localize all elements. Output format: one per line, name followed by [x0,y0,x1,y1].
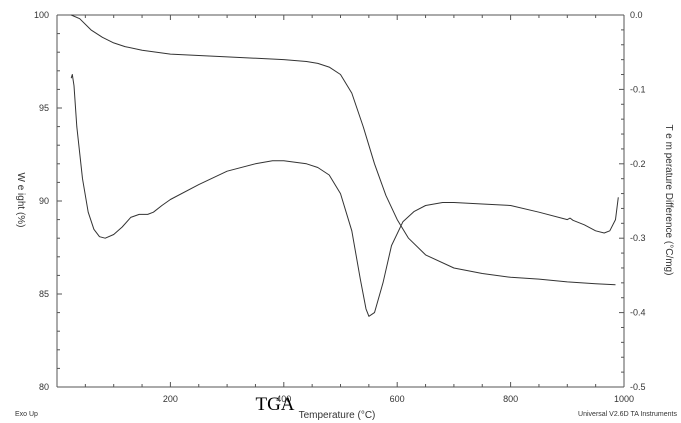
y-left-tick-label: 85 [39,289,49,299]
instrument-label: Universal V2.6D TA Instruments [578,411,677,418]
x-tick-label: 1000 [614,394,634,404]
y-left-tick-label: 100 [34,10,49,20]
weight-line [71,14,616,286]
y-right-tick-label: -0.1 [630,84,646,94]
x-tick-label: 400 [276,394,291,404]
y-right-tick-label: -0.3 [630,233,646,243]
y-right-tick-label: -0.2 [630,159,646,169]
y-right-axis-title: T e m perature Difference (°C/mg) [663,125,674,276]
exo-up-label: Exo Up [15,411,38,418]
y-right-tick-label: 0.0 [630,10,643,20]
x-axis-ticks: 200 400 600 800 1000 [56,15,634,404]
y-right-tick-label: -0.5 [630,382,646,392]
y-left-tick-label: 80 [39,382,49,392]
y-left-tick-label: 90 [39,196,49,206]
x-axis-title: Temperature (°C) [299,410,376,421]
y-left-axis-title: W e ight (%) [15,172,26,227]
x-tick-label: 600 [390,394,405,404]
series-lines [70,14,619,317]
temperature-difference-line [70,74,619,317]
tga-label: TGA [255,394,294,415]
y-right-axis-ticks: -0.5 -0.4 -0.3 -0.2 -0.1 0.0 [619,10,646,392]
y-right-tick-label: -0.4 [630,308,646,318]
plot-frame [56,14,625,388]
x-tick-label: 800 [503,394,518,404]
x-tick-label: 200 [163,394,178,404]
y-left-axis-ticks: 80 85 90 95 100 [34,10,62,392]
y-left-tick-label: 95 [39,103,49,113]
